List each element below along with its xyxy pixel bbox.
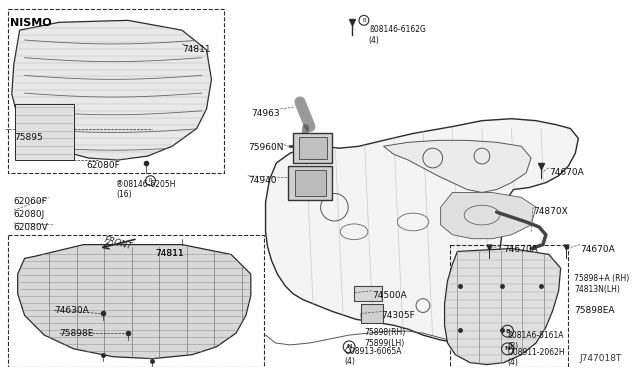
Text: 62060F: 62060F bbox=[14, 198, 47, 206]
Polygon shape bbox=[445, 248, 561, 365]
Text: Ô08913-6065A
(4): Ô08913-6065A (4) bbox=[344, 347, 402, 366]
Bar bbox=[288, 166, 332, 201]
Polygon shape bbox=[18, 245, 251, 359]
Bar bbox=[361, 304, 383, 323]
Text: 74670A: 74670A bbox=[504, 245, 538, 254]
Text: B: B bbox=[505, 328, 510, 334]
Text: N: N bbox=[505, 346, 510, 351]
Bar bbox=[354, 286, 381, 301]
Text: 62080F: 62080F bbox=[86, 161, 120, 170]
Bar bbox=[295, 170, 326, 196]
Text: 74670A: 74670A bbox=[580, 245, 615, 254]
Text: Ô08911-2062H
(4): Ô08911-2062H (4) bbox=[508, 348, 565, 367]
Bar bbox=[293, 134, 332, 163]
Text: 75898EA: 75898EA bbox=[574, 305, 615, 315]
Text: 75898+A (RH)
74813N(LH): 75898+A (RH) 74813N(LH) bbox=[574, 274, 630, 294]
Text: FRONT: FRONT bbox=[103, 235, 133, 252]
Text: 74811: 74811 bbox=[156, 248, 184, 257]
Text: 75898(RH)
75899(LH): 75898(RH) 75899(LH) bbox=[364, 328, 405, 347]
Text: ®08146-6205H
(16): ®08146-6205H (16) bbox=[116, 180, 175, 199]
Text: 62080J: 62080J bbox=[14, 210, 45, 219]
Bar bbox=[299, 137, 326, 159]
Text: ß08146-6162G
(4): ß08146-6162G (4) bbox=[369, 25, 426, 45]
Text: 74940: 74940 bbox=[248, 176, 276, 185]
Text: 74630A: 74630A bbox=[54, 305, 89, 315]
Text: 75960N: 75960N bbox=[248, 143, 284, 152]
Polygon shape bbox=[266, 119, 579, 343]
Text: 75898E: 75898E bbox=[59, 329, 93, 338]
Polygon shape bbox=[383, 140, 531, 192]
Polygon shape bbox=[440, 192, 536, 239]
Text: 74670A: 74670A bbox=[549, 168, 584, 177]
Text: 74500A: 74500A bbox=[372, 291, 406, 300]
Text: ß081A6-8161A
(B): ß081A6-8161A (B) bbox=[508, 331, 564, 350]
Text: 74811: 74811 bbox=[182, 45, 211, 54]
Text: 74305F: 74305F bbox=[381, 311, 415, 320]
Text: N: N bbox=[346, 344, 352, 349]
Text: 75895: 75895 bbox=[14, 134, 42, 142]
Text: 62080V: 62080V bbox=[14, 223, 49, 232]
Text: 74870X: 74870X bbox=[533, 207, 568, 216]
Text: 74811: 74811 bbox=[156, 248, 184, 257]
Polygon shape bbox=[12, 20, 211, 160]
Text: 74963: 74963 bbox=[251, 109, 280, 118]
Text: R: R bbox=[148, 178, 152, 183]
Text: J747018T: J747018T bbox=[579, 354, 621, 363]
Polygon shape bbox=[15, 104, 74, 160]
Text: NISMO: NISMO bbox=[10, 18, 51, 28]
Text: B: B bbox=[362, 18, 365, 23]
